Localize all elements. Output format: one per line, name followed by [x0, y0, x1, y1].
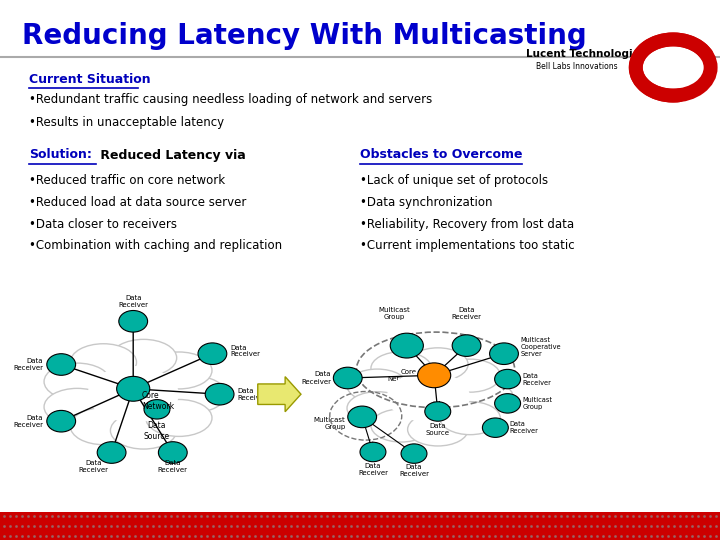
Text: Current Situation: Current Situation	[29, 73, 150, 86]
Text: Bell Labs Innovations: Bell Labs Innovations	[536, 62, 618, 71]
Text: Multicast
Group: Multicast Group	[523, 397, 553, 410]
Text: •Reliability, Recovery from lost data: •Reliability, Recovery from lost data	[360, 218, 574, 231]
Circle shape	[425, 402, 451, 421]
Circle shape	[418, 363, 451, 388]
Circle shape	[495, 369, 521, 389]
Circle shape	[198, 343, 227, 364]
Ellipse shape	[44, 363, 110, 400]
Text: Reducing Latency With Multicasting: Reducing Latency With Multicasting	[22, 22, 586, 50]
Ellipse shape	[110, 339, 176, 376]
Circle shape	[47, 354, 76, 375]
Circle shape	[636, 39, 711, 96]
Text: Multicast
Group: Multicast Group	[314, 417, 346, 430]
Circle shape	[158, 442, 187, 463]
Circle shape	[333, 367, 362, 389]
Text: Core
Network: Core Network	[142, 392, 174, 411]
Text: •Data closer to receivers: •Data closer to receivers	[29, 218, 177, 231]
Text: Data
Receiver: Data Receiver	[230, 345, 261, 357]
Ellipse shape	[408, 413, 468, 446]
Text: Data
Receiver: Data Receiver	[301, 372, 331, 384]
Ellipse shape	[440, 402, 500, 435]
Ellipse shape	[371, 409, 431, 442]
FancyArrow shape	[258, 377, 301, 411]
Text: •Reduced load at data source server: •Reduced load at data source server	[29, 196, 246, 209]
Ellipse shape	[347, 369, 408, 402]
Text: Multicast
Group: Multicast Group	[379, 307, 410, 320]
Text: Data
Receiver: Data Receiver	[523, 373, 552, 386]
Ellipse shape	[160, 376, 226, 413]
Circle shape	[452, 335, 481, 356]
Text: Data
Receiver: Data Receiver	[451, 307, 482, 320]
Circle shape	[390, 333, 423, 358]
Text: Data
Source: Data Source	[144, 421, 170, 441]
Text: •Current implementations too static: •Current implementations too static	[360, 239, 575, 252]
Ellipse shape	[145, 352, 212, 389]
Ellipse shape	[387, 372, 470, 422]
Ellipse shape	[71, 344, 137, 381]
Text: •Results in unacceptable latency: •Results in unacceptable latency	[29, 116, 224, 129]
Ellipse shape	[371, 352, 431, 385]
Circle shape	[401, 444, 427, 463]
Ellipse shape	[440, 359, 500, 392]
Circle shape	[119, 310, 148, 332]
Text: Core
Network: Core Network	[387, 369, 416, 382]
Circle shape	[144, 400, 170, 419]
Text: Solution:: Solution:	[29, 148, 91, 161]
Text: Data
Receiver: Data Receiver	[510, 421, 539, 434]
Text: Data
Receiver: Data Receiver	[13, 415, 43, 428]
Ellipse shape	[453, 380, 513, 414]
Text: Data
Source: Data Source	[426, 423, 450, 436]
Circle shape	[360, 442, 386, 462]
Text: Lucent Technologies: Lucent Technologies	[526, 49, 645, 59]
Ellipse shape	[88, 366, 179, 422]
Circle shape	[205, 383, 234, 405]
Ellipse shape	[145, 400, 212, 436]
Text: Multicast
Cooperative
Server: Multicast Cooperative Server	[521, 336, 561, 357]
Text: Data
Receiver: Data Receiver	[238, 388, 268, 401]
Text: Reduced Latency via: Reduced Latency via	[96, 148, 246, 161]
Ellipse shape	[71, 408, 137, 444]
Text: Obstacles to Overcome: Obstacles to Overcome	[360, 148, 523, 161]
Text: •Redundant traffic causing needless loading of network and servers: •Redundant traffic causing needless load…	[29, 93, 432, 106]
Text: Data
Receiver: Data Receiver	[158, 460, 188, 473]
Text: •Reduced traffic on core network: •Reduced traffic on core network	[29, 174, 225, 187]
Circle shape	[97, 442, 126, 463]
Text: Data
Receiver: Data Receiver	[13, 358, 43, 371]
Circle shape	[348, 406, 377, 428]
Text: •Data synchronization: •Data synchronization	[360, 196, 492, 209]
Text: •Lack of unique set of protocols: •Lack of unique set of protocols	[360, 174, 548, 187]
Text: Data
Receiver: Data Receiver	[399, 464, 429, 477]
Text: •Combination with caching and replication: •Combination with caching and replicatio…	[29, 239, 282, 252]
Ellipse shape	[408, 348, 468, 381]
Circle shape	[117, 376, 150, 401]
Ellipse shape	[44, 388, 110, 426]
Text: Data
Receiver: Data Receiver	[358, 463, 388, 476]
Text: Data
Receiver: Data Receiver	[118, 295, 148, 308]
Circle shape	[47, 410, 76, 432]
Circle shape	[490, 343, 518, 364]
Ellipse shape	[347, 392, 408, 425]
Circle shape	[495, 394, 521, 413]
Text: Data
Receiver: Data Receiver	[78, 460, 109, 473]
Ellipse shape	[110, 412, 176, 449]
Circle shape	[482, 418, 508, 437]
FancyBboxPatch shape	[0, 512, 720, 540]
